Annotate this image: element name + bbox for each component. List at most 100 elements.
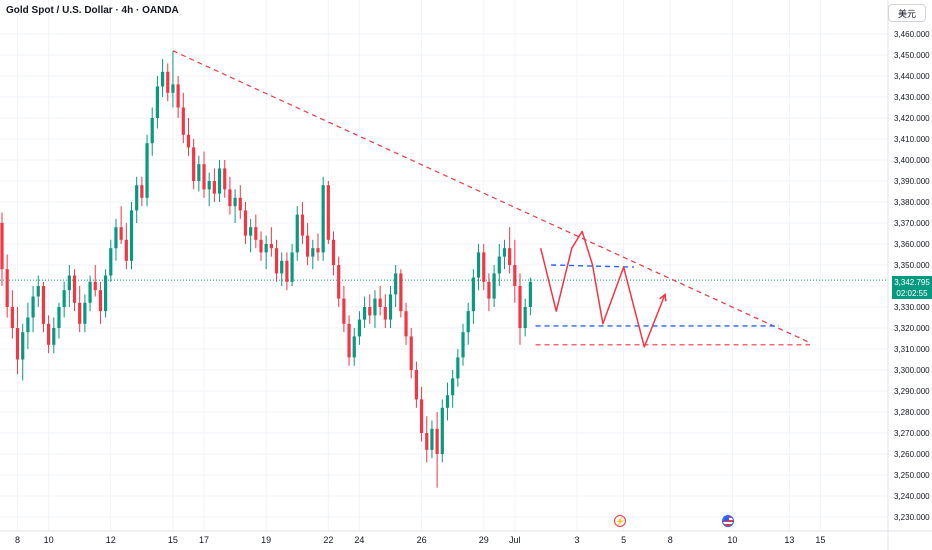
- candle-body: [373, 298, 377, 316]
- projection-path[interactable]: [539, 230, 666, 348]
- candle: [31, 286, 35, 333]
- candle-body: [451, 378, 455, 396]
- candle-body: [430, 428, 434, 450]
- candle: [129, 202, 134, 270]
- candle: [41, 281, 46, 333]
- candle-body: [508, 248, 512, 265]
- lightning-glyph: ⚡: [615, 517, 625, 526]
- candle: [135, 176, 139, 223]
- candle: [419, 386, 424, 442]
- candle: [57, 302, 61, 339]
- candle: [21, 323, 25, 381]
- candle: [492, 265, 496, 307]
- candle-body: [254, 227, 258, 240]
- price-tick-label: 3,420.000: [894, 114, 930, 123]
- candle-body: [47, 323, 51, 345]
- resistance-level-line[interactable]: [551, 264, 634, 268]
- candle: [186, 118, 191, 156]
- candle: [155, 76, 159, 129]
- candle: [290, 244, 294, 286]
- lightning-icon[interactable]: ⚡: [614, 515, 626, 527]
- candle: [388, 286, 393, 328]
- candle-body: [492, 273, 496, 299]
- currency-button[interactable]: 美元: [888, 4, 926, 22]
- candle-body: [166, 71, 170, 93]
- candle: [78, 286, 82, 333]
- time-tick-label: 24: [354, 535, 364, 545]
- price-tick-label: 3,460.000: [894, 30, 930, 39]
- candle-body: [306, 235, 310, 257]
- time-axis[interactable]: 8 10 12 15 17 19 22 24 26 29 Jul 3 5 8 10 13 15: [15, 535, 825, 545]
- candle: [414, 361, 418, 408]
- candle-body: [440, 407, 444, 454]
- candle-body: [21, 332, 25, 360]
- candle-body: [513, 265, 517, 286]
- candle-body: [285, 260, 289, 282]
- candle: [36, 275, 40, 307]
- time-tick-label: 8: [668, 535, 673, 545]
- candle-body: [145, 143, 149, 198]
- candle-body: [311, 248, 315, 257]
- descending-trendline[interactable]: [172, 50, 811, 344]
- drawings[interactable]: [172, 50, 811, 348]
- price-tick-label: 3,230.000: [894, 513, 930, 522]
- candle: [171, 50, 175, 108]
- candle-body: [321, 185, 325, 253]
- candle-body: [363, 307, 367, 320]
- price-tick-label: 3,300.000: [894, 366, 930, 375]
- us-flag-icon[interactable]: [722, 515, 734, 527]
- candle-body: [192, 147, 196, 181]
- candle-body: [212, 181, 216, 194]
- candle-body: [357, 319, 362, 337]
- candle: [368, 294, 372, 324]
- candle-body: [114, 227, 118, 249]
- candle: [461, 323, 465, 366]
- candle: [378, 286, 382, 316]
- price-tick-label: 3,370.000: [894, 219, 930, 228]
- candle: [249, 218, 253, 253]
- candle-body: [378, 298, 382, 307]
- time-tick-label: 8: [15, 535, 20, 545]
- candle-body: [93, 281, 97, 291]
- candle-body: [228, 189, 232, 207]
- candle: [254, 214, 258, 249]
- candle-body: [414, 370, 418, 400]
- candle: [47, 315, 51, 354]
- candle-body: [135, 185, 139, 211]
- candle: [394, 265, 398, 307]
- candle: [331, 231, 336, 276]
- candle-body: [109, 248, 113, 276]
- candle-body: [487, 281, 491, 299]
- candle: [342, 286, 346, 333]
- candle-body: [419, 399, 424, 433]
- candle-body: [388, 294, 393, 320]
- candle: [404, 302, 408, 345]
- price-tick-label: 3,310.000: [894, 345, 930, 354]
- candle: [373, 290, 377, 328]
- candle: [197, 155, 201, 192]
- candle-body: [445, 395, 450, 408]
- candle: [5, 254, 9, 318]
- candle: [316, 233, 320, 261]
- candle-body: [435, 428, 439, 454]
- candle: [212, 168, 216, 202]
- price-tick-label: 3,320.000: [894, 324, 930, 333]
- candle: [326, 181, 330, 244]
- candle-body: [409, 336, 413, 370]
- candle: [145, 134, 149, 207]
- candle-body: [15, 328, 20, 360]
- candle: [425, 416, 429, 463]
- candle: [140, 176, 144, 207]
- candle-body: [264, 244, 268, 253]
- candle: [93, 265, 97, 297]
- candle: [109, 239, 113, 282]
- candle: [52, 317, 56, 354]
- candle-body: [67, 275, 71, 291]
- candle: [440, 399, 444, 463]
- candle: [124, 223, 128, 270]
- candle-body: [497, 256, 501, 274]
- candle: [15, 307, 20, 375]
- candle: [192, 139, 196, 190]
- time-tick-label: 10: [44, 535, 54, 545]
